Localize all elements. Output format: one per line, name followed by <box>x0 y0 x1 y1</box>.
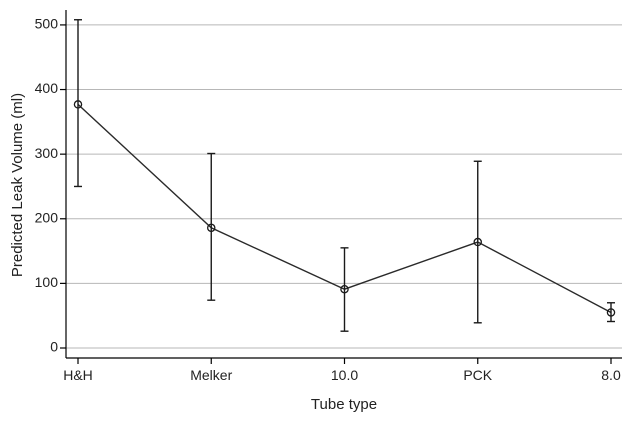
y-tick-label-500: 500 <box>35 16 59 32</box>
gridlines <box>66 24 622 349</box>
data-point-3 <box>473 237 482 247</box>
y-tick-label-300: 300 <box>35 145 59 161</box>
x-tick-label-2: 10.0 <box>331 367 358 383</box>
y-tick-label-400: 400 <box>35 80 59 96</box>
x-tick-label-0: H&H <box>63 367 93 383</box>
y-tick-label-200: 200 <box>35 209 59 225</box>
y-tick-label-100: 100 <box>35 274 59 290</box>
x-tick-label-3: PCK <box>463 367 492 383</box>
data-point-4 <box>606 308 616 317</box>
data-point-2 <box>340 284 349 294</box>
data-point-1 <box>206 223 216 233</box>
x-ticks: H&H Melker 10.0 PCK 8.0 <box>63 358 621 383</box>
y-ticks: 0 100 200 300 400 500 <box>35 16 66 355</box>
y-axis-title: Predicted Leak Volume (ml) <box>9 93 26 277</box>
y-tick-label-0: 0 <box>50 339 58 355</box>
x-tick-label-4: 8.0 <box>601 367 621 383</box>
x-tick-label-1: Melker <box>190 367 232 383</box>
x-axis-title: Tube type <box>311 396 377 413</box>
data-point-0 <box>73 100 83 109</box>
series <box>73 19 616 332</box>
